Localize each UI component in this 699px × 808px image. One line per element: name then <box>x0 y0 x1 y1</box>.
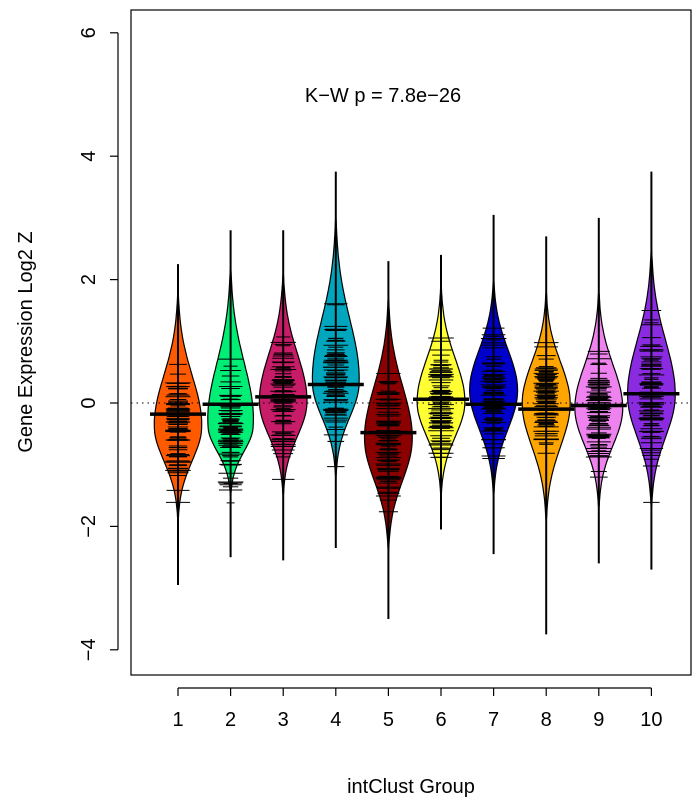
x-tick-label: 10 <box>640 709 662 731</box>
bean-group-2 <box>202 230 259 558</box>
beans-layer <box>150 171 680 635</box>
bean-group-10 <box>623 171 680 570</box>
bean-group-5 <box>360 261 417 619</box>
x-tick-label: 8 <box>541 709 552 731</box>
bean-group-3 <box>255 230 312 561</box>
y-tick-label: 0 <box>78 397 100 408</box>
x-axis: 1 2 3 4 5 6 7 8 9 10 <box>172 687 663 731</box>
x-tick-label: 2 <box>225 709 236 731</box>
x-tick-label: 5 <box>383 709 394 731</box>
bean-group-4 <box>307 171 364 548</box>
y-tick-label: 2 <box>78 274 100 285</box>
x-tick-label: 1 <box>172 709 183 731</box>
y-tick-label: −4 <box>78 638 100 661</box>
kw-annotation: K−W p = 7.8e−26 <box>305 85 461 107</box>
x-tick-label: 9 <box>593 709 604 731</box>
x-tick-label: 4 <box>330 709 341 731</box>
bean-group-7 <box>465 214 522 555</box>
y-tick-label: 4 <box>78 151 100 162</box>
x-tick-label: 3 <box>278 709 289 731</box>
y-tick-label: 6 <box>78 27 100 38</box>
plot-frame <box>130 9 692 676</box>
bean-group-9 <box>570 217 627 564</box>
y-axis-title: Gene Expression Log2 Z <box>15 231 37 452</box>
x-axis-title: intClust Group <box>347 776 475 798</box>
y-tick-label: −2 <box>78 515 100 538</box>
bean-group-1 <box>150 264 206 586</box>
bean-group-8 <box>518 236 575 635</box>
x-tick-label: 7 <box>488 709 499 731</box>
x-tick-label: 6 <box>435 709 446 731</box>
y-axis: −4 −2 0 2 4 6 <box>78 27 119 661</box>
bean-group-6 <box>413 254 469 530</box>
